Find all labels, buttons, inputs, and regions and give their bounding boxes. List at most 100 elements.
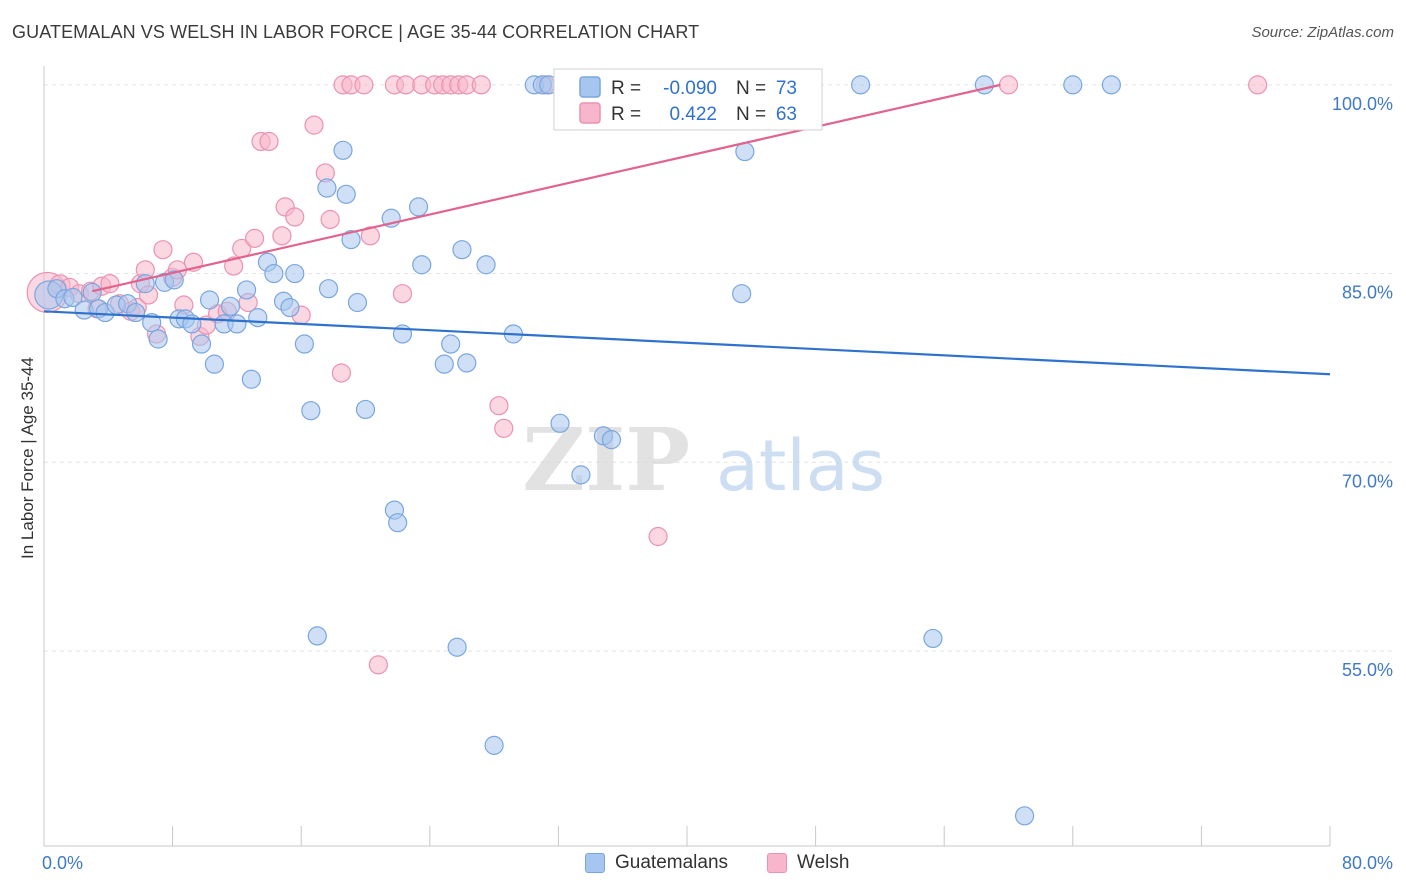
guatemalan-point [441, 334, 461, 354]
welsh-point [153, 240, 173, 260]
guatemalan-point [264, 263, 284, 284]
guatemalan-point [1063, 75, 1083, 95]
welsh-point [648, 526, 668, 547]
guatemalan-point [412, 255, 432, 275]
welsh-point [354, 75, 374, 95]
welsh-point [392, 284, 413, 304]
guatemalan-point [280, 297, 300, 318]
guatemalan-point [285, 263, 305, 284]
guatemalan-point [318, 279, 339, 299]
legend-label-welsh: Welsh [797, 852, 850, 873]
guatemalan-point [434, 354, 454, 374]
guatemalan-point [1101, 75, 1121, 95]
guatemalan-point [923, 628, 943, 649]
guatemalan-point [347, 292, 368, 313]
welsh-point [244, 228, 265, 248]
watermark-zip: ZIP [522, 410, 690, 511]
guatemalan-point [199, 290, 220, 310]
guatemalan-point [191, 334, 212, 354]
watermark: ZIP atlas [522, 410, 885, 511]
welsh-point [489, 396, 509, 416]
guatemalan-point [236, 280, 257, 300]
legend-n-label-welsh: N = [736, 104, 766, 125]
y-tick-label: 85.0% [1342, 283, 1393, 303]
welsh-point [224, 256, 244, 276]
legend-n-value-welsh: 63 [776, 104, 797, 125]
chart-title: GUATEMALAN VS WELSH IN LABOR FORCE | AGE… [12, 22, 700, 42]
guatemalan-point [241, 369, 261, 389]
legend-swatch-guatemalans [585, 853, 605, 873]
guatemalan-point [317, 178, 337, 198]
legend-n-label-guatemalans: N = [736, 78, 766, 99]
axes: 100.0% 85.0% 70.0% 55.0% 0.0% 80.0% [42, 66, 1393, 873]
y-tick-label: 70.0% [1342, 471, 1393, 491]
legend-item-welsh: Welsh [767, 852, 849, 874]
guatemalan-point [294, 334, 315, 354]
guatemalan-point [355, 399, 376, 420]
guatemalan-point [550, 413, 570, 433]
guatemalan-point [126, 302, 146, 323]
welsh-point [272, 226, 292, 246]
legend-r-label-guatemalans: R = [611, 78, 641, 99]
guatemalan-point [227, 314, 247, 334]
guatemalan-point [388, 513, 408, 533]
legend-top: R = -0.090 N = 73 R = 0.422 N = 63 [553, 68, 823, 131]
guatemalan-point [142, 313, 162, 333]
trend-lines [43, 83, 1331, 376]
y-tick-label: 100.0% [1332, 94, 1393, 114]
legend-bottom: Guatemalans Welsh [0, 852, 1406, 878]
guatemalan-point [220, 296, 241, 316]
guatemalan-point [164, 270, 184, 290]
welsh-point [998, 75, 1019, 95]
guatemalan-point [148, 329, 168, 349]
guatemalan-point [851, 75, 871, 95]
guatemalan-point [484, 735, 504, 755]
legend-r-value-welsh: 0.422 [669, 104, 717, 125]
x-tick-label: 0.0% [42, 853, 83, 873]
welsh-trend-line [91, 83, 1001, 293]
welsh-point [1248, 75, 1268, 95]
welsh-point [100, 274, 120, 294]
legend-item-guatemalans: Guatemalans [585, 852, 728, 874]
guatemalan-point [732, 284, 752, 304]
guatemalan-point [82, 282, 102, 303]
welsh-point [259, 131, 279, 152]
welsh-point [285, 207, 305, 227]
guatemalan-point [341, 230, 361, 250]
guatemalan-point [1014, 806, 1035, 826]
welsh-point [331, 363, 351, 383]
welsh-point [368, 655, 388, 675]
watermark-atlas: atlas [716, 425, 885, 507]
guatemalan-point [333, 140, 353, 160]
guatemalan-point [447, 637, 467, 657]
legend-swatch-welsh [767, 853, 787, 873]
guatemalan-point [63, 287, 83, 308]
welsh-point [396, 75, 416, 95]
guatemalan-point [307, 626, 327, 646]
guatemalan-point [476, 255, 496, 275]
welsh-point [471, 75, 491, 95]
welsh-point [494, 418, 514, 438]
legend-label-guatemalans: Guatemalans [615, 852, 729, 873]
guatemalan-point [457, 353, 477, 373]
guatemalan-point [571, 465, 591, 485]
legend-r-value-guatemalans: -0.090 [663, 78, 717, 99]
guatemalan-point [408, 197, 429, 217]
source-label: Source: ZipAtlas.com [1251, 24, 1394, 41]
guatemalan-point [601, 430, 622, 450]
y-tick-label: 55.0% [1342, 660, 1393, 680]
welsh-point [304, 115, 324, 135]
legend-r-label-welsh: R = [611, 104, 641, 125]
guatemalan-point [336, 184, 356, 204]
guatemalan-point [204, 354, 224, 374]
guatemalan-point [248, 308, 268, 328]
guatemalan-point [301, 401, 321, 421]
welsh-point [320, 209, 340, 230]
legend-swatch-welsh [579, 102, 601, 124]
legend-swatch-guatemalans [579, 76, 601, 98]
x-tick-label: 80.0% [1342, 853, 1393, 873]
guatemalan-point [974, 75, 994, 95]
legend-n-value-guatemalans: 73 [776, 78, 797, 99]
welsh-point [360, 226, 380, 246]
